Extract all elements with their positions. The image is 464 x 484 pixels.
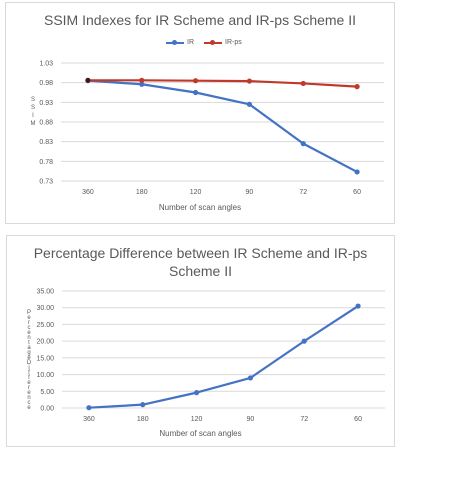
percentage-plot: 0.00 5.00 10.00 15.00 20.00 25.00 30.00 35.00 36… bbox=[27, 289, 385, 423]
ssim-plot: 0.73 0.78 0.83 0.88 0.93 0.98 1.03 360 180 120 90 7… bbox=[31, 61, 384, 196]
y-tick-label: 30.00 bbox=[36, 305, 54, 312]
series-line-2 bbox=[87, 79, 358, 88]
data-point bbox=[301, 338, 307, 344]
y-tick-label: 35.00 bbox=[36, 289, 54, 296]
chart-title-line-1: Percentage Difference between IR Scheme … bbox=[33, 245, 368, 261]
x-tick-label: 90 bbox=[247, 416, 255, 423]
legend-label-ir: IR bbox=[187, 39, 194, 46]
data-point bbox=[300, 141, 306, 147]
data-point bbox=[354, 84, 360, 90]
x-tick-label: 60 bbox=[353, 189, 361, 196]
y-tick-label: 0.88 bbox=[39, 120, 53, 127]
data-point bbox=[139, 77, 145, 83]
data-point bbox=[139, 81, 145, 87]
x-axis-title: Number of scan angles bbox=[158, 203, 242, 212]
x-tick-label: 72 bbox=[299, 189, 307, 196]
series-line-1 bbox=[87, 79, 358, 173]
ssim-chart: SSIM Indexes for IR Scheme and IR-ps Sch… bbox=[5, 2, 395, 224]
series-line-1 bbox=[88, 305, 359, 409]
x-tick-label: 60 bbox=[354, 416, 362, 423]
data-point bbox=[140, 402, 146, 408]
y-tick-label: 0.73 bbox=[39, 179, 53, 186]
legend-label-irps: IR-ps bbox=[225, 39, 242, 46]
legend-swatch-ir bbox=[166, 39, 184, 45]
y-tick-label: 0.78 bbox=[39, 159, 53, 166]
data-point-highlight bbox=[85, 77, 91, 83]
x-tick-label: 90 bbox=[246, 189, 254, 196]
data-point bbox=[192, 89, 199, 96]
data-point bbox=[355, 303, 361, 309]
x-tick-label: 120 bbox=[190, 189, 202, 196]
y-tick-label: 20.00 bbox=[36, 339, 54, 346]
legend-item-irps: IR-ps bbox=[204, 39, 242, 46]
x-axis-title: Number of scan angles bbox=[159, 429, 242, 438]
data-point bbox=[246, 101, 253, 107]
y-tick-label: 15.00 bbox=[36, 355, 54, 362]
chart-legend: IR IR-ps bbox=[166, 39, 252, 46]
chart-title: SSIM Indexes for IR Scheme and IR-ps Sch… bbox=[43, 12, 357, 28]
data-point bbox=[192, 78, 199, 84]
x-tick-label: 120 bbox=[191, 416, 203, 423]
legend-swatch-irps bbox=[204, 39, 222, 45]
y-tick-label: 0.93 bbox=[39, 100, 53, 107]
y-tick-label: 0.83 bbox=[39, 139, 53, 146]
percentage-difference-chart: Percentage Difference between IR Scheme … bbox=[6, 235, 395, 447]
x-tick-label: 180 bbox=[136, 189, 148, 196]
chart-title-line-2: Scheme II bbox=[168, 263, 233, 279]
legend-item-ir: IR bbox=[166, 39, 194, 46]
x-tick-label: 180 bbox=[137, 416, 149, 423]
data-point bbox=[86, 405, 92, 411]
data-point bbox=[193, 390, 200, 396]
y-tick-label: 0.00 bbox=[40, 406, 54, 413]
data-point bbox=[354, 169, 360, 175]
y-tick-label: 5.00 bbox=[40, 389, 54, 396]
data-point bbox=[300, 80, 306, 87]
y-tick-label: 10.00 bbox=[36, 372, 54, 379]
x-tick-label: 360 bbox=[82, 189, 94, 196]
y-tick-label: 1.03 bbox=[39, 61, 53, 68]
y-tick-label: 0.98 bbox=[39, 80, 53, 87]
y-tick-label: 25.00 bbox=[36, 322, 54, 329]
x-tick-label: 72 bbox=[300, 416, 308, 423]
x-tick-label: 360 bbox=[83, 416, 95, 423]
data-point bbox=[247, 375, 254, 381]
data-point bbox=[246, 78, 253, 84]
